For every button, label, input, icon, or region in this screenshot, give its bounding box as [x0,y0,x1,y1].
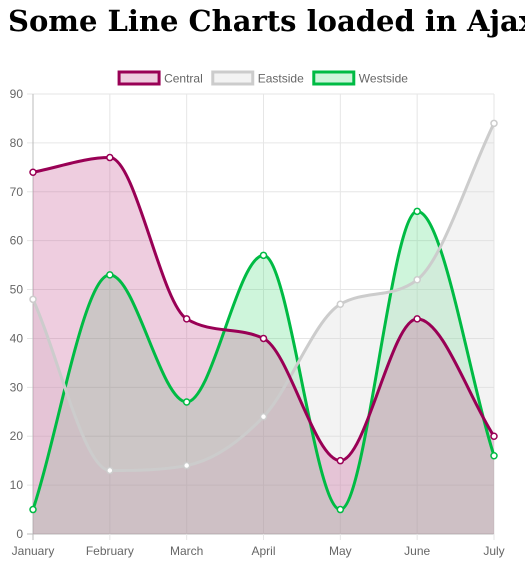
y-tick-label: 80 [10,136,24,150]
data-point-central[interactable] [259,334,268,343]
y-tick-label: 30 [10,380,24,394]
data-point-westside[interactable] [490,452,498,460]
series-points [29,119,498,514]
data-point-central[interactable] [336,456,345,465]
x-tick-label: January [12,544,55,558]
legend-swatch-central [117,70,161,86]
data-point-eastside[interactable] [182,461,191,470]
data-point-central[interactable] [182,315,191,323]
page-title: Some Line Charts loaded in Ajax! [8,4,525,38]
legend-swatch-westside [312,70,356,86]
data-point-central[interactable] [413,315,421,323]
data-point-westside[interactable] [336,505,345,514]
chart-axes: 0 10 20 30 40 50 60 70 80 90 January February March A… [10,87,505,558]
data-point-westside[interactable] [413,207,421,216]
y-tick-label: 90 [10,87,24,101]
data-point-westside[interactable] [182,398,191,406]
legend-label-central: Central [164,72,203,86]
series-area-eastside [33,123,494,534]
data-point-eastside[interactable] [336,300,345,308]
legend-item-westside[interactable]: Westside [312,70,408,86]
data-point-eastside[interactable] [259,412,268,421]
legend-label-eastside: Eastside [258,72,304,86]
data-point-westside[interactable] [106,271,114,279]
legend-item-eastside[interactable]: Eastside [211,70,304,86]
x-tick-label: February [86,544,134,558]
y-tick-label: 0 [16,527,23,541]
x-tick-label: May [329,544,352,558]
x-tick-label: April [251,544,275,558]
data-point-eastside[interactable] [490,119,498,128]
legend-swatch-eastside [211,70,255,86]
series-fills [33,123,494,535]
y-tick-label: 60 [10,234,24,248]
y-tick-label: 20 [10,429,24,443]
y-tick-label: 50 [10,283,24,297]
data-point-eastside[interactable] [413,276,421,284]
series-area-westside [33,211,494,535]
y-tick-label: 40 [10,331,24,345]
x-tick-label: July [483,544,504,558]
data-point-westside[interactable] [259,251,268,260]
chart-legend[interactable]: Central Eastside Westside [117,70,408,86]
legend-item-central[interactable]: Central [117,70,203,86]
series-area-central [33,157,494,535]
x-tick-label: June [404,544,430,558]
data-point-eastside[interactable] [29,295,37,304]
data-point-central[interactable] [106,153,114,162]
data-point-central[interactable] [29,168,37,176]
data-point-eastside[interactable] [106,466,114,475]
y-tick-label: 10 [10,478,24,492]
data-point-westside[interactable] [29,505,37,514]
chart-grid [27,93,495,540]
y-tick-label: 70 [10,185,24,199]
data-point-central[interactable] [490,432,498,440]
x-tick-label: March [170,544,203,558]
legend-label-westside: Westside [359,72,408,86]
